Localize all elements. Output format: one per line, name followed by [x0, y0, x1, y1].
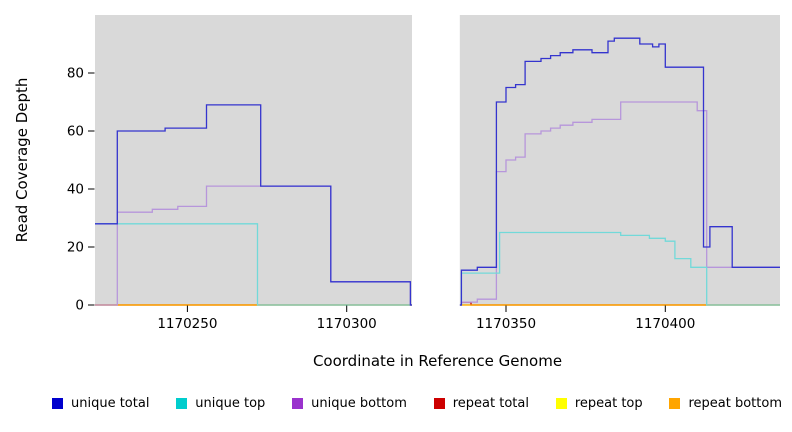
legend-label: unique total — [71, 395, 150, 411]
legend-swatch-repeat-top — [555, 397, 567, 409]
x-tick-label: 1170400 — [635, 316, 695, 332]
legend-item-repeat-top: repeat top — [555, 395, 643, 411]
x-tick-label: 1170350 — [476, 316, 536, 332]
y-tick-label: 0 — [75, 298, 84, 314]
legend-item-repeat-bottom: repeat bottom — [669, 396, 782, 411]
x-tick-label: 1170300 — [317, 316, 377, 332]
legend-item-unique-total: unique total — [52, 396, 149, 411]
legend-item-unique-bottom: unique bottom — [292, 396, 407, 411]
chart-svg: 1170250 1170300 1170350 1170400 0 20 40 60 80 Coo… — [13, 13, 780, 370]
legend-label: repeat total — [452, 395, 529, 411]
legend-label: repeat bottom — [688, 395, 782, 411]
legend-item-unique-top: unique top — [176, 396, 265, 411]
legend-label: unique bottom — [311, 395, 407, 411]
masked-region — [412, 13, 460, 306]
legend-swatch-unique-total — [52, 397, 63, 409]
legend-swatch-unique-bottom — [292, 397, 304, 409]
legend-swatch-unique-top — [176, 397, 188, 409]
y-tick-label: 20 — [67, 240, 84, 256]
legend-swatch-repeat-bottom — [669, 397, 681, 409]
series-unique-bottom — [95, 101, 780, 306]
legend-label: repeat top — [574, 395, 643, 411]
x-tick-label: 1170250 — [157, 316, 217, 332]
chart-legend: unique total unique top unique bottom repea… — [0, 380, 792, 432]
series-unique-total — [95, 37, 780, 306]
y-axis-label: Read Coverage Depth — [13, 78, 31, 243]
legend-swatch-repeat-total — [433, 397, 445, 409]
legend-item-repeat-total: repeat total — [433, 395, 529, 411]
y-tick-label: 60 — [67, 124, 84, 140]
x-axis-label: Coordinate in Reference Genome — [313, 352, 562, 370]
y-tick-label: 40 — [67, 182, 84, 198]
legend-label: unique top — [195, 395, 266, 411]
y-tick-label: 80 — [67, 66, 84, 82]
